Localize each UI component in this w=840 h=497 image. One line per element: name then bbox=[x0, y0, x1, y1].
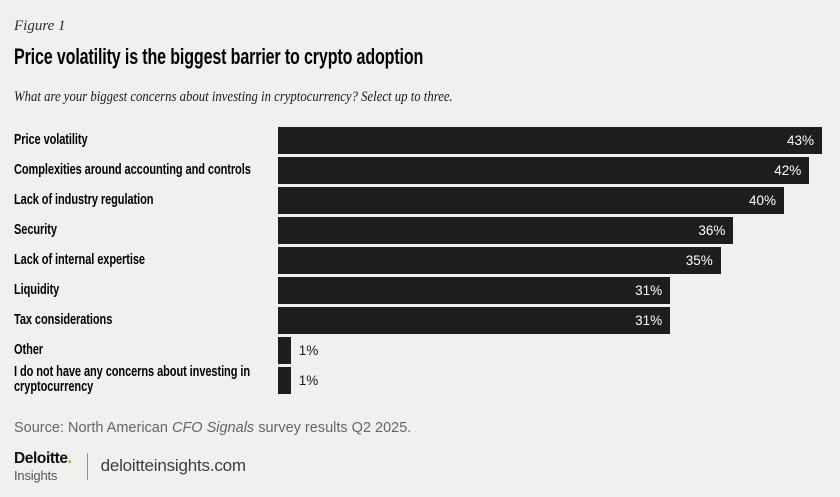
bar: 40% bbox=[278, 186, 784, 214]
bar: 31% bbox=[278, 306, 671, 334]
bar-label: Price volatility bbox=[14, 131, 88, 148]
bar-label: Lack of internal expertise bbox=[14, 251, 145, 268]
bar-value: 36% bbox=[698, 222, 726, 238]
figure-label: Figure 1 bbox=[14, 18, 66, 34]
bar-label: Other bbox=[14, 341, 44, 358]
bar-value: 31% bbox=[635, 282, 663, 298]
bar-value: 31% bbox=[635, 312, 663, 328]
logo-green-dot: . bbox=[67, 450, 72, 467]
source-note: Source: North American CFO Signals surve… bbox=[14, 420, 822, 436]
logo-brand: Deloitte. bbox=[14, 451, 72, 467]
source-text: Source: North American bbox=[14, 420, 172, 436]
bar-value: 40% bbox=[748, 192, 776, 208]
bar-row: I do not have any concerns about investi… bbox=[14, 365, 822, 395]
bar: 42% bbox=[278, 156, 810, 184]
bar-row: Complexities around accounting and contr… bbox=[14, 155, 822, 185]
bar-value: 43% bbox=[786, 132, 814, 148]
logo-wordmark: Deloitte. Insights bbox=[14, 451, 72, 482]
deloitte-insights-logo: Deloitte. Insights deloitteinsights.com bbox=[14, 451, 822, 482]
logo-sub-text: Insights bbox=[14, 467, 58, 483]
bar-label: Security bbox=[14, 221, 57, 238]
bar: 35% bbox=[278, 246, 721, 274]
bar-label: Complexities around accounting and contr… bbox=[14, 161, 251, 178]
bar-value: 1% bbox=[298, 372, 319, 388]
bar-row: Other 1% bbox=[14, 335, 822, 365]
bar: 43% bbox=[278, 126, 822, 154]
bar-row: Price volatility 43% bbox=[14, 125, 822, 155]
bar-label: Lack of industry regulation bbox=[14, 191, 154, 208]
bar-row: Liquidity 31% bbox=[14, 275, 822, 305]
bar-row: Lack of internal expertise 35% bbox=[14, 245, 822, 275]
bar-value: 35% bbox=[685, 252, 713, 268]
bar-value: 1% bbox=[298, 342, 319, 358]
page-title: Price volatility is the biggest barrier … bbox=[14, 44, 424, 69]
source-text: survey results Q2 2025. bbox=[254, 420, 412, 436]
bar-row: Security 36% bbox=[14, 215, 822, 245]
bar-label: Liquidity bbox=[14, 281, 60, 298]
bar-label: Tax considerations bbox=[14, 311, 113, 328]
bar bbox=[278, 336, 291, 364]
bar-label: I do not have any concerns about investi… bbox=[14, 364, 251, 395]
source-survey-name: CFO Signals bbox=[171, 420, 255, 436]
bar-value: 42% bbox=[774, 162, 802, 178]
bar-row: Lack of industry regulation 40% bbox=[14, 185, 822, 215]
logo-divider bbox=[86, 452, 88, 480]
bar-chart: Price volatility 43% Complexities around… bbox=[14, 125, 822, 395]
logo-brand-text: Deloitte bbox=[14, 450, 68, 467]
bar bbox=[278, 366, 291, 394]
site-url: deloitteinsights.com bbox=[100, 456, 247, 476]
page-subtitle: What are your biggest concerns about inv… bbox=[14, 89, 453, 105]
page-root: Figure 1 Price volatility is the biggest… bbox=[14, 18, 822, 482]
bar: 31% bbox=[278, 276, 671, 304]
bar-row: Tax considerations 31% bbox=[14, 305, 822, 335]
bar: 36% bbox=[278, 216, 734, 244]
